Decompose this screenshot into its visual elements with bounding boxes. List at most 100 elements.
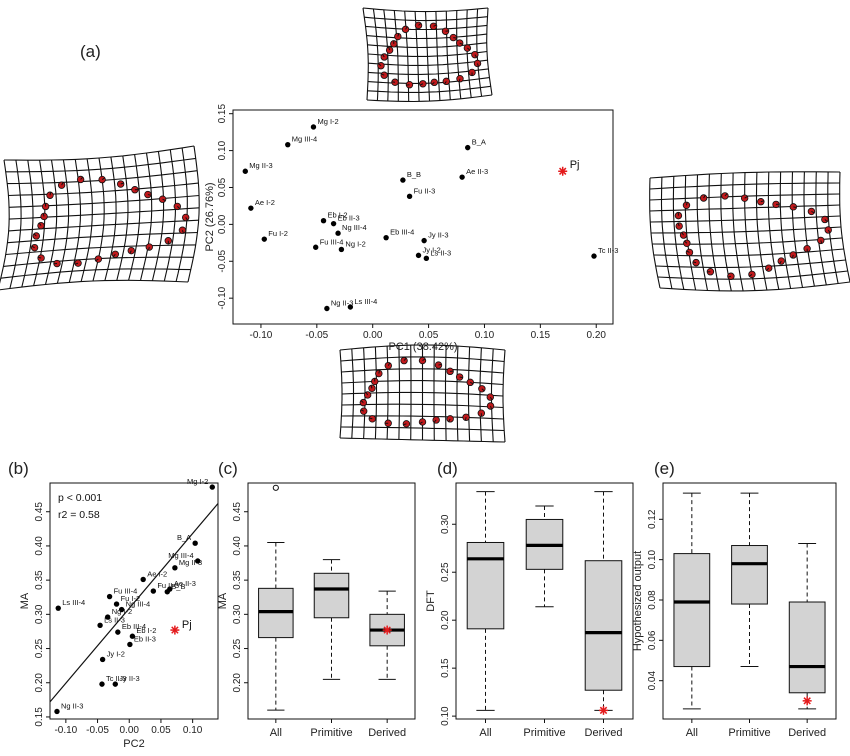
box-iqr [584, 560, 623, 691]
grid-line [502, 349, 506, 443]
landmark-vector [444, 81, 447, 85]
point-label-jy-ii-3: Jy II-3 [119, 674, 139, 683]
landmark-dot [380, 71, 388, 79]
landmark-vector [38, 222, 42, 226]
y-tick-label: 0.12 [647, 509, 658, 529]
point-mg-i-2 [310, 124, 317, 130]
box-iqr [788, 601, 826, 694]
landmark-vector [724, 193, 728, 197]
x-tick-label-all: All [270, 727, 282, 739]
y-tick-label: 0.05 [217, 177, 228, 197]
point-mg-iii-4 [195, 558, 201, 564]
landmark-vector [693, 261, 697, 264]
y-tick-label: -0.10 [217, 286, 228, 309]
landmark-vector [459, 42, 463, 45]
dft-boxplot-chart: 0.10 0.15 0.20 0.25 0.30 DFT All Primitive Deriv… [425, 482, 634, 739]
point-label-mg-i-2: Mg I-2 [317, 117, 338, 126]
y-axis-label: MA [19, 592, 31, 609]
landmark-dot [446, 415, 454, 423]
landmark-dot [456, 75, 464, 83]
point-fu-i-2 [261, 236, 267, 242]
landmark-dot [402, 420, 411, 428]
point-eb-i-2 [320, 217, 327, 224]
point-jy-i-2 [99, 656, 106, 663]
landmark-vector [727, 275, 732, 278]
point-ng-iii-4 [335, 230, 341, 236]
landmark-vector [381, 73, 385, 76]
outlier-point [272, 484, 279, 491]
point-jy-ii-3 [112, 681, 118, 687]
grid-line [3, 145, 195, 161]
point-fu-i-2 [113, 601, 120, 607]
grid-line [5, 157, 196, 173]
x-axis-label: PC2 [123, 738, 144, 750]
plot-frame [49, 482, 219, 720]
grid-line [80, 158, 93, 282]
point-label-mg-iii-4: Mg III-4 [168, 551, 193, 560]
grid-line [116, 155, 129, 281]
landmark-vector [686, 250, 690, 253]
landmark-vector [129, 250, 132, 254]
output-boxplot-chart: 0.04 0.06 0.08 0.10 0.12 Hypothesized output A… [632, 482, 837, 739]
landmark-vector [75, 262, 79, 265]
point-label-ng-iii-4: Ng III-4 [342, 223, 367, 232]
point-b-b [400, 177, 406, 183]
point-label-ls-iii-4: Ls III-4 [62, 598, 85, 607]
point-label-jy-i-2: Jy I-2 [423, 245, 441, 254]
y-tick-label: 0.40 [34, 536, 45, 556]
landmark-vector [42, 213, 45, 217]
grid-line [657, 270, 848, 280]
point-ae-i-2 [140, 576, 146, 583]
point-eb-ii-3 [127, 641, 133, 648]
y-tick-label: 0.30 [232, 604, 243, 624]
grid-line [341, 368, 504, 374]
landmark-vector [766, 267, 770, 271]
point-label-eb-i-2: Eb I-2 [328, 211, 348, 220]
y-tick-label: 0.35 [34, 570, 45, 590]
landmark-vector [685, 202, 688, 206]
landmark-vector [95, 258, 99, 262]
landmark-vector [403, 423, 407, 426]
landmark-vector [360, 400, 364, 403]
grid-line [368, 68, 489, 75]
x-tick-label: -0.10 [250, 330, 273, 341]
y-axis-label: PC2 (26.76%) [204, 182, 216, 251]
grid-line [151, 151, 165, 281]
grid-line [659, 281, 850, 292]
y-tick-label: 0.15 [217, 104, 228, 124]
y-tick-label: 0.06 [647, 630, 658, 650]
point-ls-iii-4 [347, 304, 354, 310]
point-fu-ii-3 [150, 588, 157, 594]
landmark-dot [359, 398, 368, 407]
point-label-ae-i-2: Ae I-2 [255, 198, 275, 207]
grid-line [0, 268, 191, 279]
highlight-pj-marker [382, 625, 392, 635]
y-tick-label: 0.45 [232, 502, 243, 522]
y-tick-label: -0.05 [217, 249, 228, 272]
box-primitive [313, 559, 350, 680]
landmark-vector [438, 363, 442, 366]
point-ng-iii-4 [118, 606, 125, 613]
point-label-tc-ii-3: Tc II-3 [106, 674, 126, 683]
box-iqr [313, 572, 350, 619]
x-tick-label-primitive: Primitive [310, 727, 352, 739]
landmark-dot [401, 25, 410, 34]
point-ng-ii-3 [324, 305, 330, 312]
landmark-vector [779, 260, 782, 264]
box-all [673, 492, 711, 710]
landmark-dot [76, 175, 85, 184]
point-b-a [465, 144, 471, 151]
landmark-vector [422, 358, 426, 361]
highlight-pj-marker [802, 696, 812, 706]
landmark-vector [684, 240, 688, 244]
point-label-mg-i-2: Mg I-2 [187, 477, 208, 486]
box-primitive [525, 505, 564, 608]
deformation-grid-right [649, 171, 850, 292]
point-label-eb-ii-3: Eb II-3 [338, 214, 360, 223]
landmark-vector [464, 417, 467, 421]
grid-line [366, 94, 493, 103]
landmark-vector [419, 83, 424, 86]
x-tick-label: -0.10 [54, 725, 77, 736]
y-tick-label: 0.20 [34, 673, 45, 693]
